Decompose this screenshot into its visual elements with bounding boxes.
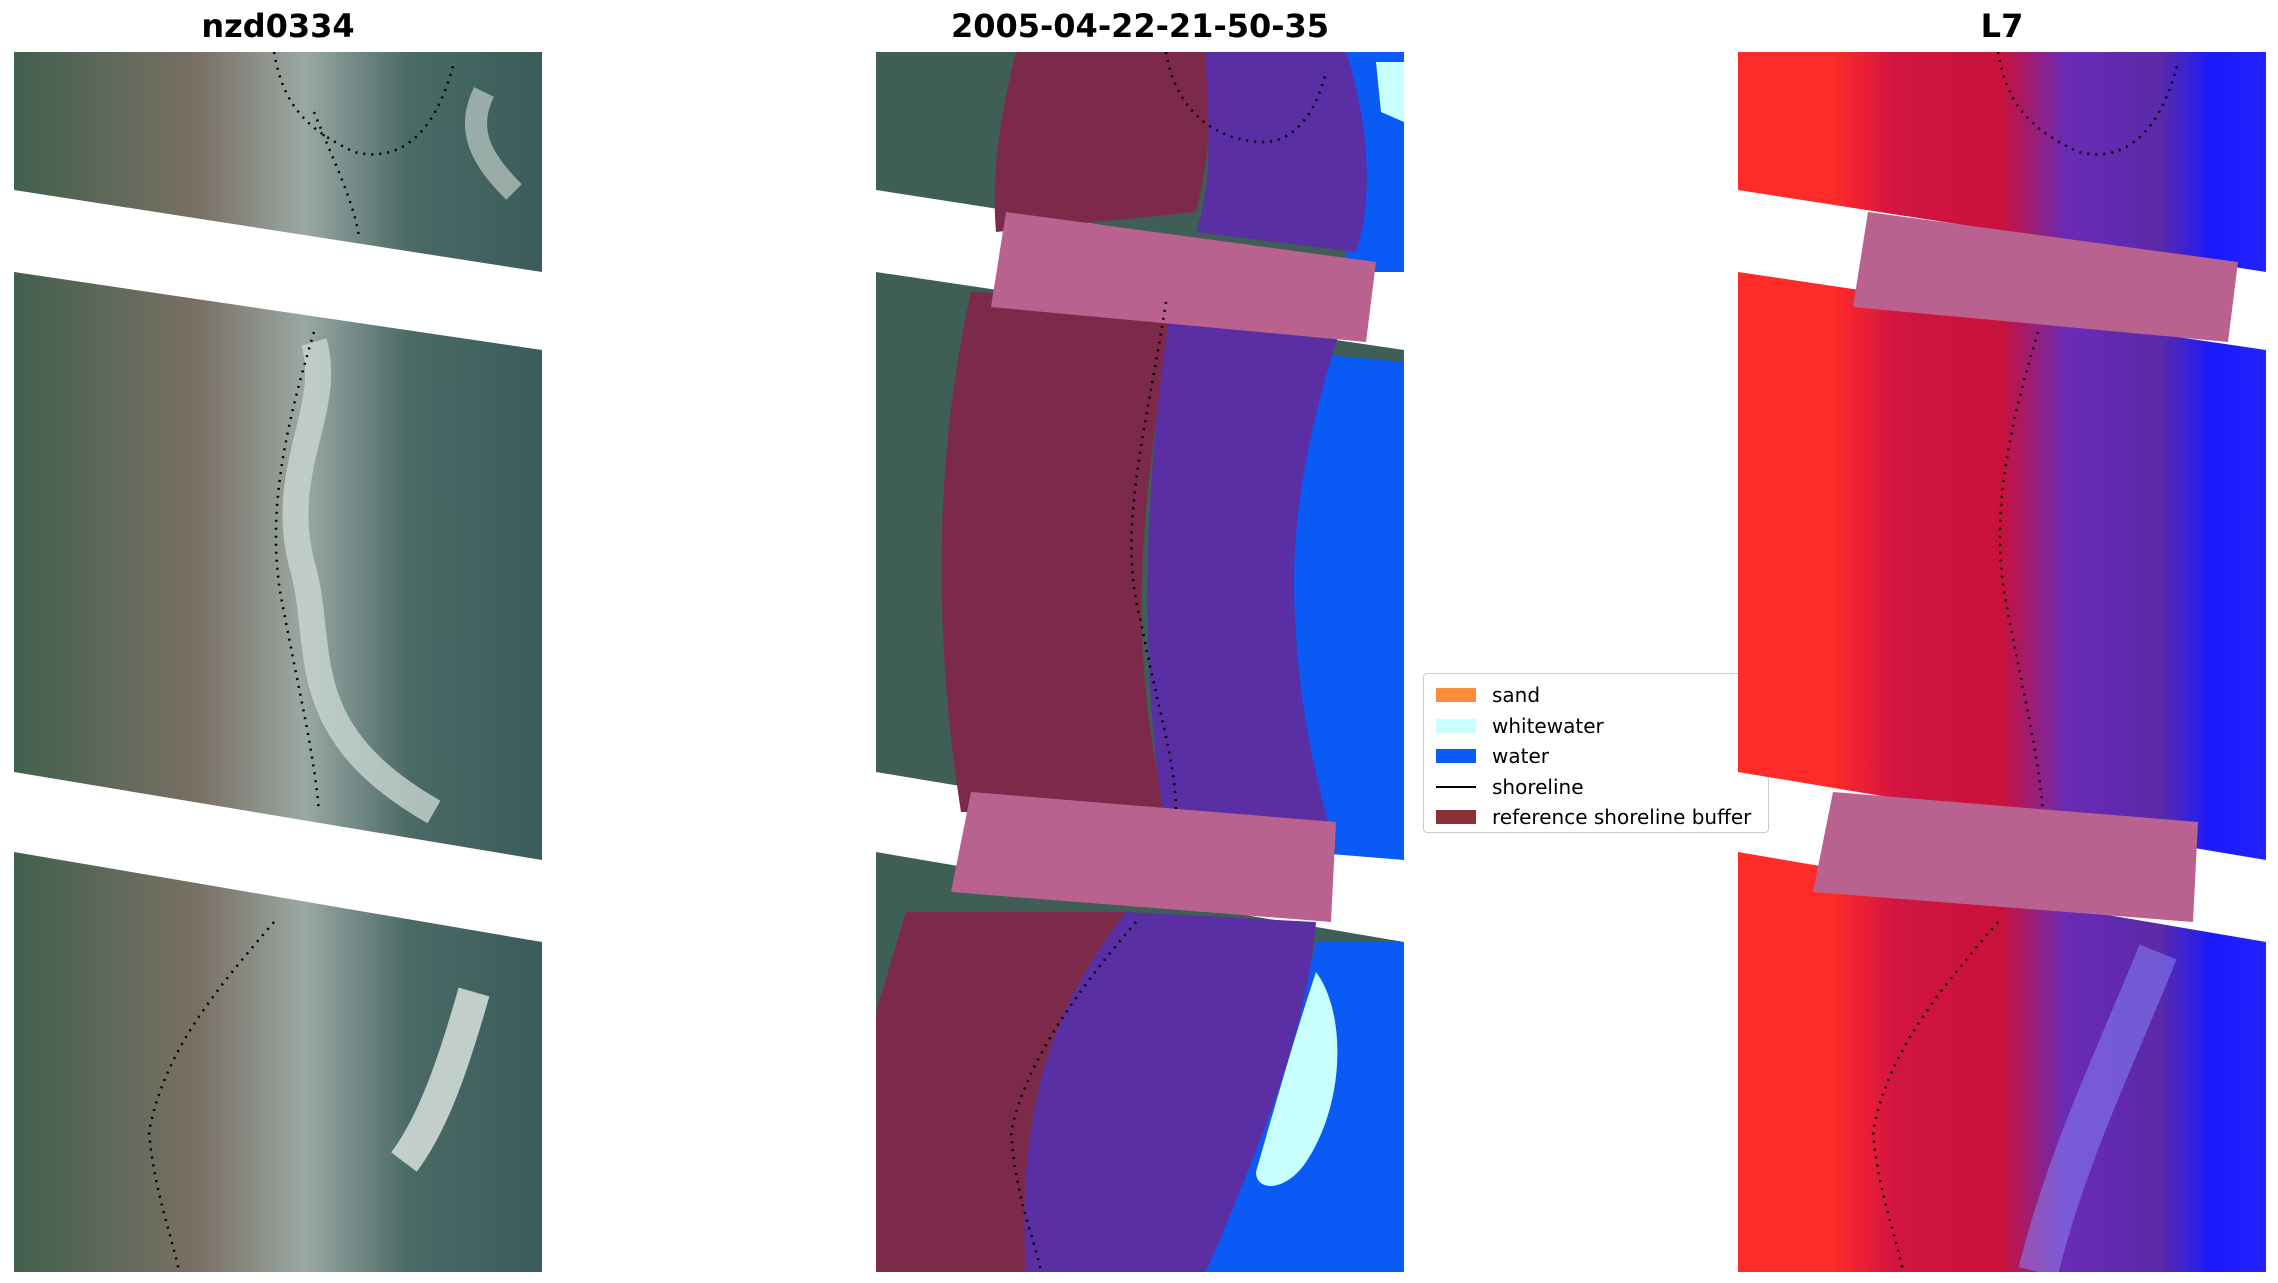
rgb-image-panel [14,52,542,1272]
legend-item-whitewater: whitewater [1436,711,1756,742]
legend-label: water [1492,744,1549,769]
legend-item-water: water [1436,741,1756,772]
sand-swatch [1436,688,1476,703]
legend-item-buffer: reference shoreline buffer [1436,802,1756,833]
classified-image [876,52,1404,1272]
legend-item-shoreline: shoreline [1436,772,1756,803]
index-image [1738,52,2266,1272]
whitewater-swatch [1436,718,1476,733]
legend: sand whitewater water shoreline referenc… [1423,673,1769,833]
index-image-panel [1738,52,2266,1272]
panel-title-classified: 2005-04-22-21-50-35 [950,7,1330,45]
legend-item-sand: sand [1436,680,1756,711]
panel-title-index: L7 [1980,7,2024,45]
buffer-swatch [1436,810,1476,825]
rgb-image [14,52,542,1272]
legend-label: reference shoreline buffer [1492,805,1752,830]
shoreline-line-swatch [1436,785,1476,788]
classified-image-panel [876,52,1404,1272]
water-swatch [1436,749,1476,764]
legend-label: sand [1492,683,1541,708]
legend-label: shoreline [1492,774,1584,799]
legend-label: whitewater [1492,713,1604,738]
panel-title-rgb: nzd0334 [201,7,355,45]
